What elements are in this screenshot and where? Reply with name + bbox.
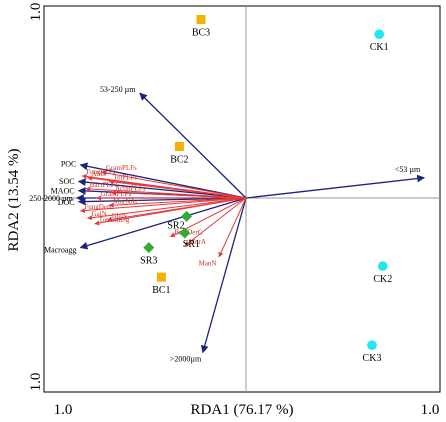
y-tick-label-bottom: 1.0 (28, 373, 44, 392)
env-vector-soc-3 (77, 178, 247, 199)
site-marker-bc1 (156, 272, 166, 282)
micro-vector-totamnsg-11 (94, 197, 247, 226)
site-label-bc2: BC2 (170, 154, 188, 165)
site-label-ck1: CK1 (370, 42, 389, 53)
site-marker-ck3 (367, 340, 377, 351)
micro-vector-label-actinplfs-5: ActinPLFs (115, 184, 146, 192)
micro-vector-fungderc-8 (79, 197, 247, 214)
env-vector-label-250-2000-m-5: 250-2000 µm (29, 194, 73, 203)
env-vector-label-macroagg-7: Macroagg (44, 245, 76, 254)
micro-vector-label-amf-2: AMF (92, 170, 107, 178)
micro-vector-label-murnac-7: MurNAc (113, 197, 138, 205)
site-label-sr3: SR3 (140, 256, 157, 267)
micro-vector-murnac-7 (108, 197, 247, 208)
micro-vector-label-galn-9: GalN (92, 210, 107, 218)
site-marker-sr3 (143, 242, 155, 254)
env-vector-53-m-1 (245, 174, 425, 199)
micro-vector-label-mura-13: MurA (189, 238, 206, 246)
env-vector-poc-2 (79, 162, 247, 199)
micro-vector-label-gramplfs-6: GramPLFs (101, 190, 132, 198)
site-label-ck3: CK3 (363, 353, 382, 364)
micro-vector-actinplfs-5 (110, 190, 247, 199)
micro-vector-label-fungplfs-1: FungPLFs (86, 168, 115, 176)
micro-vector-label-bactplfs-4: BactPLFs (90, 181, 118, 189)
micro-vector-label-fungderc-8: FungDerC (84, 203, 114, 211)
site-label-bc3: BC3 (192, 28, 210, 39)
site-marker-sr1 (179, 227, 191, 239)
env-vector-label-53-250-m-0: 53-250 µm (100, 85, 136, 94)
micro-vector-mura-13 (184, 197, 247, 247)
site-marker-ck2 (378, 261, 388, 271)
env-vector-label-maoc-4: MAOC (51, 186, 75, 195)
env-vector-53-250-m-0 (139, 92, 247, 199)
y-axis-title: RDA2 (13.54 %) (6, 149, 22, 252)
micro-vector-mann-14 (218, 197, 247, 258)
micro-vector-label-totamnsg-11: TotAmnSg (99, 216, 130, 224)
site-marker-bc2 (174, 141, 184, 151)
env-vector-label-53-m-1: <53 µm (395, 165, 421, 174)
site-marker-bc3 (196, 15, 206, 25)
micro-vector-label-glun-10: GluN (111, 212, 127, 220)
micro-vector-label-totplfs-3: TotPLFs (113, 173, 137, 181)
env-vector-label-poc-2: POC (61, 160, 77, 169)
micro-vector-galn-9 (87, 197, 247, 221)
env-vector-label-soc-3: SOC (59, 177, 75, 186)
micro-vector-label-mann-14: ManN (199, 259, 217, 267)
x-axis-title: RDA1 (76.17 %) (191, 402, 294, 418)
env-vector-doc-6 (77, 197, 247, 206)
site-score-layer: BC3 BC2 BC1 CK1 CK2 CK3 SR2 SR1 SR3 (140, 15, 392, 364)
site-label-bc1: BC1 (152, 285, 170, 296)
x-tick-label-right: 1.0 (421, 402, 440, 418)
micro-vector-totplfs-3 (108, 179, 247, 199)
site-label-sr2: SR2 (167, 220, 184, 231)
site-label-ck2: CK2 (373, 274, 392, 285)
x-tick-label-left: 1.0 (54, 402, 73, 418)
site-label-sr1: SR1 (183, 239, 200, 250)
site-marker-ck1 (374, 29, 385, 40)
site-marker-sr2 (181, 210, 193, 222)
micro-vector-label-gramplfs-0: GramPLFs (106, 164, 137, 172)
env-vector-label-doc-6: DOC (58, 198, 75, 207)
env-vector-2000-m-8 (200, 197, 247, 354)
env-vector-macroagg-7 (79, 197, 247, 250)
micro-vector-gramplfs-0 (101, 170, 247, 199)
y-tick-label-top: 1.0 (28, 3, 44, 22)
env-vector-label-2000-m-8: >2000µm (170, 354, 202, 363)
